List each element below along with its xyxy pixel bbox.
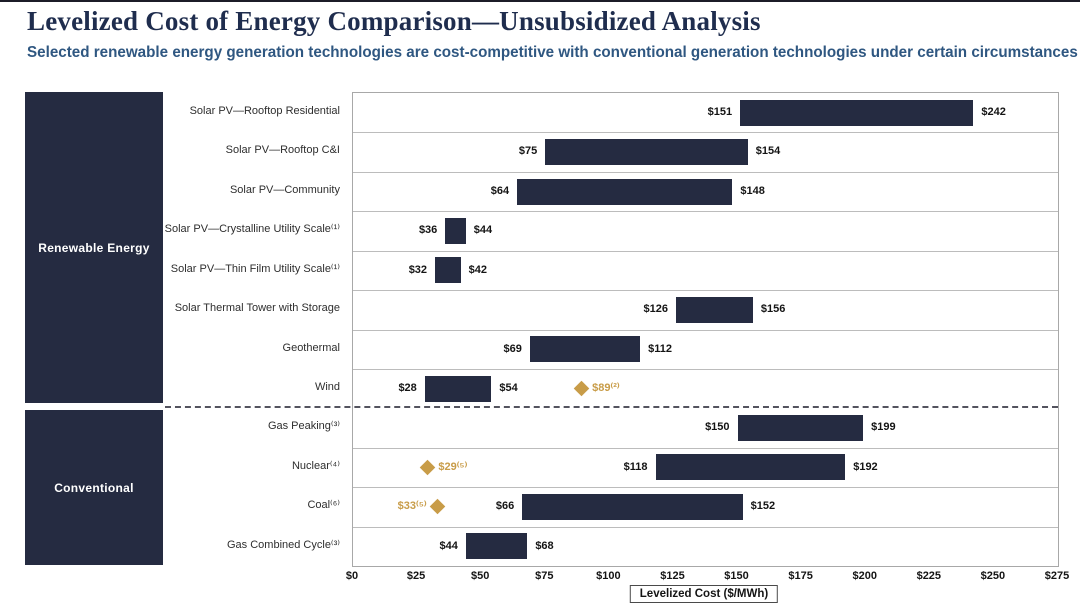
bar-low-label: $150 <box>705 421 730 434</box>
group-label-renewable: Renewable Energy <box>25 92 163 403</box>
diamond-marker-icon <box>419 459 436 476</box>
x-tick-label: $100 <box>596 570 621 582</box>
range-bar <box>522 493 743 520</box>
bar-low-label: $32 <box>408 263 428 276</box>
category-label: Coal⁽⁶⁾ <box>307 499 340 512</box>
bar-low-label: $75 <box>518 145 538 158</box>
bar-high-label: $156 <box>760 303 786 316</box>
gridline <box>353 132 1058 134</box>
gridline <box>353 447 1058 449</box>
page-title: Levelized Cost of Energy Comparison—Unsu… <box>27 6 761 36</box>
x-axis-title: Levelized Cost ($/MWh) <box>629 585 779 603</box>
renewable-conventional-separator <box>165 406 1058 408</box>
x-axis-ticks: $0 $25 $50 $75 $100 $125 $150 $175 $200 $225 $250 $… <box>346 570 1069 586</box>
bar-high-label: $42 <box>468 263 488 276</box>
x-tick-label: $175 <box>788 570 813 582</box>
group-label-text: Renewable Energy <box>38 240 150 255</box>
diamond-value-label: $29⁽⁵⁾ <box>438 460 468 473</box>
x-tick-label: $125 <box>660 570 685 582</box>
category-label: Solar PV—Community <box>229 183 340 196</box>
category-label: Gas Combined Cycle⁽³⁾ <box>227 538 340 551</box>
range-bar <box>676 296 753 323</box>
bar-high-label: $68 <box>535 539 554 552</box>
range-bar <box>529 336 641 363</box>
x-tick-label: $25 <box>406 570 426 582</box>
bar-low-label: $118 <box>623 460 648 473</box>
x-tick-label: $200 <box>852 570 877 582</box>
bar-low-label: $69 <box>503 342 522 355</box>
range-bar <box>655 454 846 481</box>
diamond-value-label: $33⁽⁵⁾ <box>397 500 427 513</box>
category-label: Nuclear⁽⁴⁾ <box>291 459 340 472</box>
bar-high-label: $112 <box>648 342 672 355</box>
x-tick-label: $75 <box>535 570 554 582</box>
bar-high-label: $154 <box>755 145 781 158</box>
gridline <box>353 211 1058 213</box>
category-label: Solar PV—Rooftop C&I <box>225 144 340 157</box>
gridline <box>353 329 1058 331</box>
x-tick-label: $250 <box>980 570 1006 582</box>
range-bar <box>545 139 748 166</box>
x-tick-label: $275 <box>1044 570 1070 582</box>
bar-high-label: $192 <box>853 460 878 473</box>
gridline <box>353 171 1058 173</box>
range-bar <box>465 533 528 560</box>
gridline <box>353 526 1058 528</box>
group-label-text: Conventional <box>54 480 134 495</box>
category-label: Solar PV—Thin Film Utility Scale⁽¹⁾ <box>170 262 340 275</box>
bar-low-label: $126 <box>643 303 669 316</box>
bar-high-label: $242 <box>981 106 1006 118</box>
top-edge-rule <box>0 0 1080 2</box>
bar-high-label: $199 <box>871 421 896 434</box>
category-label: Solar PV—Crystalline Utility Scale⁽¹⁾ <box>164 223 340 236</box>
category-label: Solar PV—Rooftop Residential <box>189 105 340 117</box>
category-label: Gas Peaking⁽³⁾ <box>267 420 340 433</box>
bar-low-label: $44 <box>439 539 458 552</box>
gridline <box>353 250 1058 252</box>
diamond-marker-icon <box>429 499 446 515</box>
range-bar <box>740 99 974 126</box>
page-subtitle: Selected renewable energy generation tec… <box>27 44 1078 61</box>
x-tick-label: $0 <box>345 570 359 582</box>
range-bar <box>517 178 733 205</box>
bar-high-label: $54 <box>499 381 518 394</box>
plot-area: $151 $242 $75 $154 $64 $148 $36 $44 $32 $42 $126 $1… <box>352 92 1059 567</box>
range-bar <box>435 257 461 284</box>
range-bar <box>737 415 864 442</box>
category-label: Geothermal <box>282 341 340 354</box>
diamond-marker-icon <box>573 380 589 397</box>
category-label: Wind <box>314 380 340 393</box>
bar-high-label: $148 <box>740 184 765 197</box>
x-tick-label: $225 <box>916 570 942 582</box>
bar-high-label: $44 <box>473 224 493 237</box>
gridline <box>353 487 1058 489</box>
group-label-conventional: Conventional <box>25 410 163 565</box>
bar-low-label: $64 <box>490 184 510 197</box>
bar-high-label: $152 <box>750 500 776 513</box>
bar-low-label: $66 <box>495 500 515 513</box>
category-labels: Solar PV—Rooftop Residential Solar PV—Roo… <box>163 92 340 565</box>
category-label: Solar Thermal Tower with Storage <box>174 302 340 315</box>
range-bar <box>424 375 492 402</box>
bar-low-label: $28 <box>398 381 417 394</box>
bar-low-label: $36 <box>418 224 438 237</box>
bar-low-label: $151 <box>707 106 733 118</box>
diamond-value-label: $89⁽²⁾ <box>592 381 620 394</box>
x-tick-label: $150 <box>724 570 749 582</box>
x-tick-label: $50 <box>470 570 490 582</box>
range-bar <box>445 217 466 244</box>
gridline <box>353 368 1058 370</box>
gridline <box>353 290 1058 292</box>
